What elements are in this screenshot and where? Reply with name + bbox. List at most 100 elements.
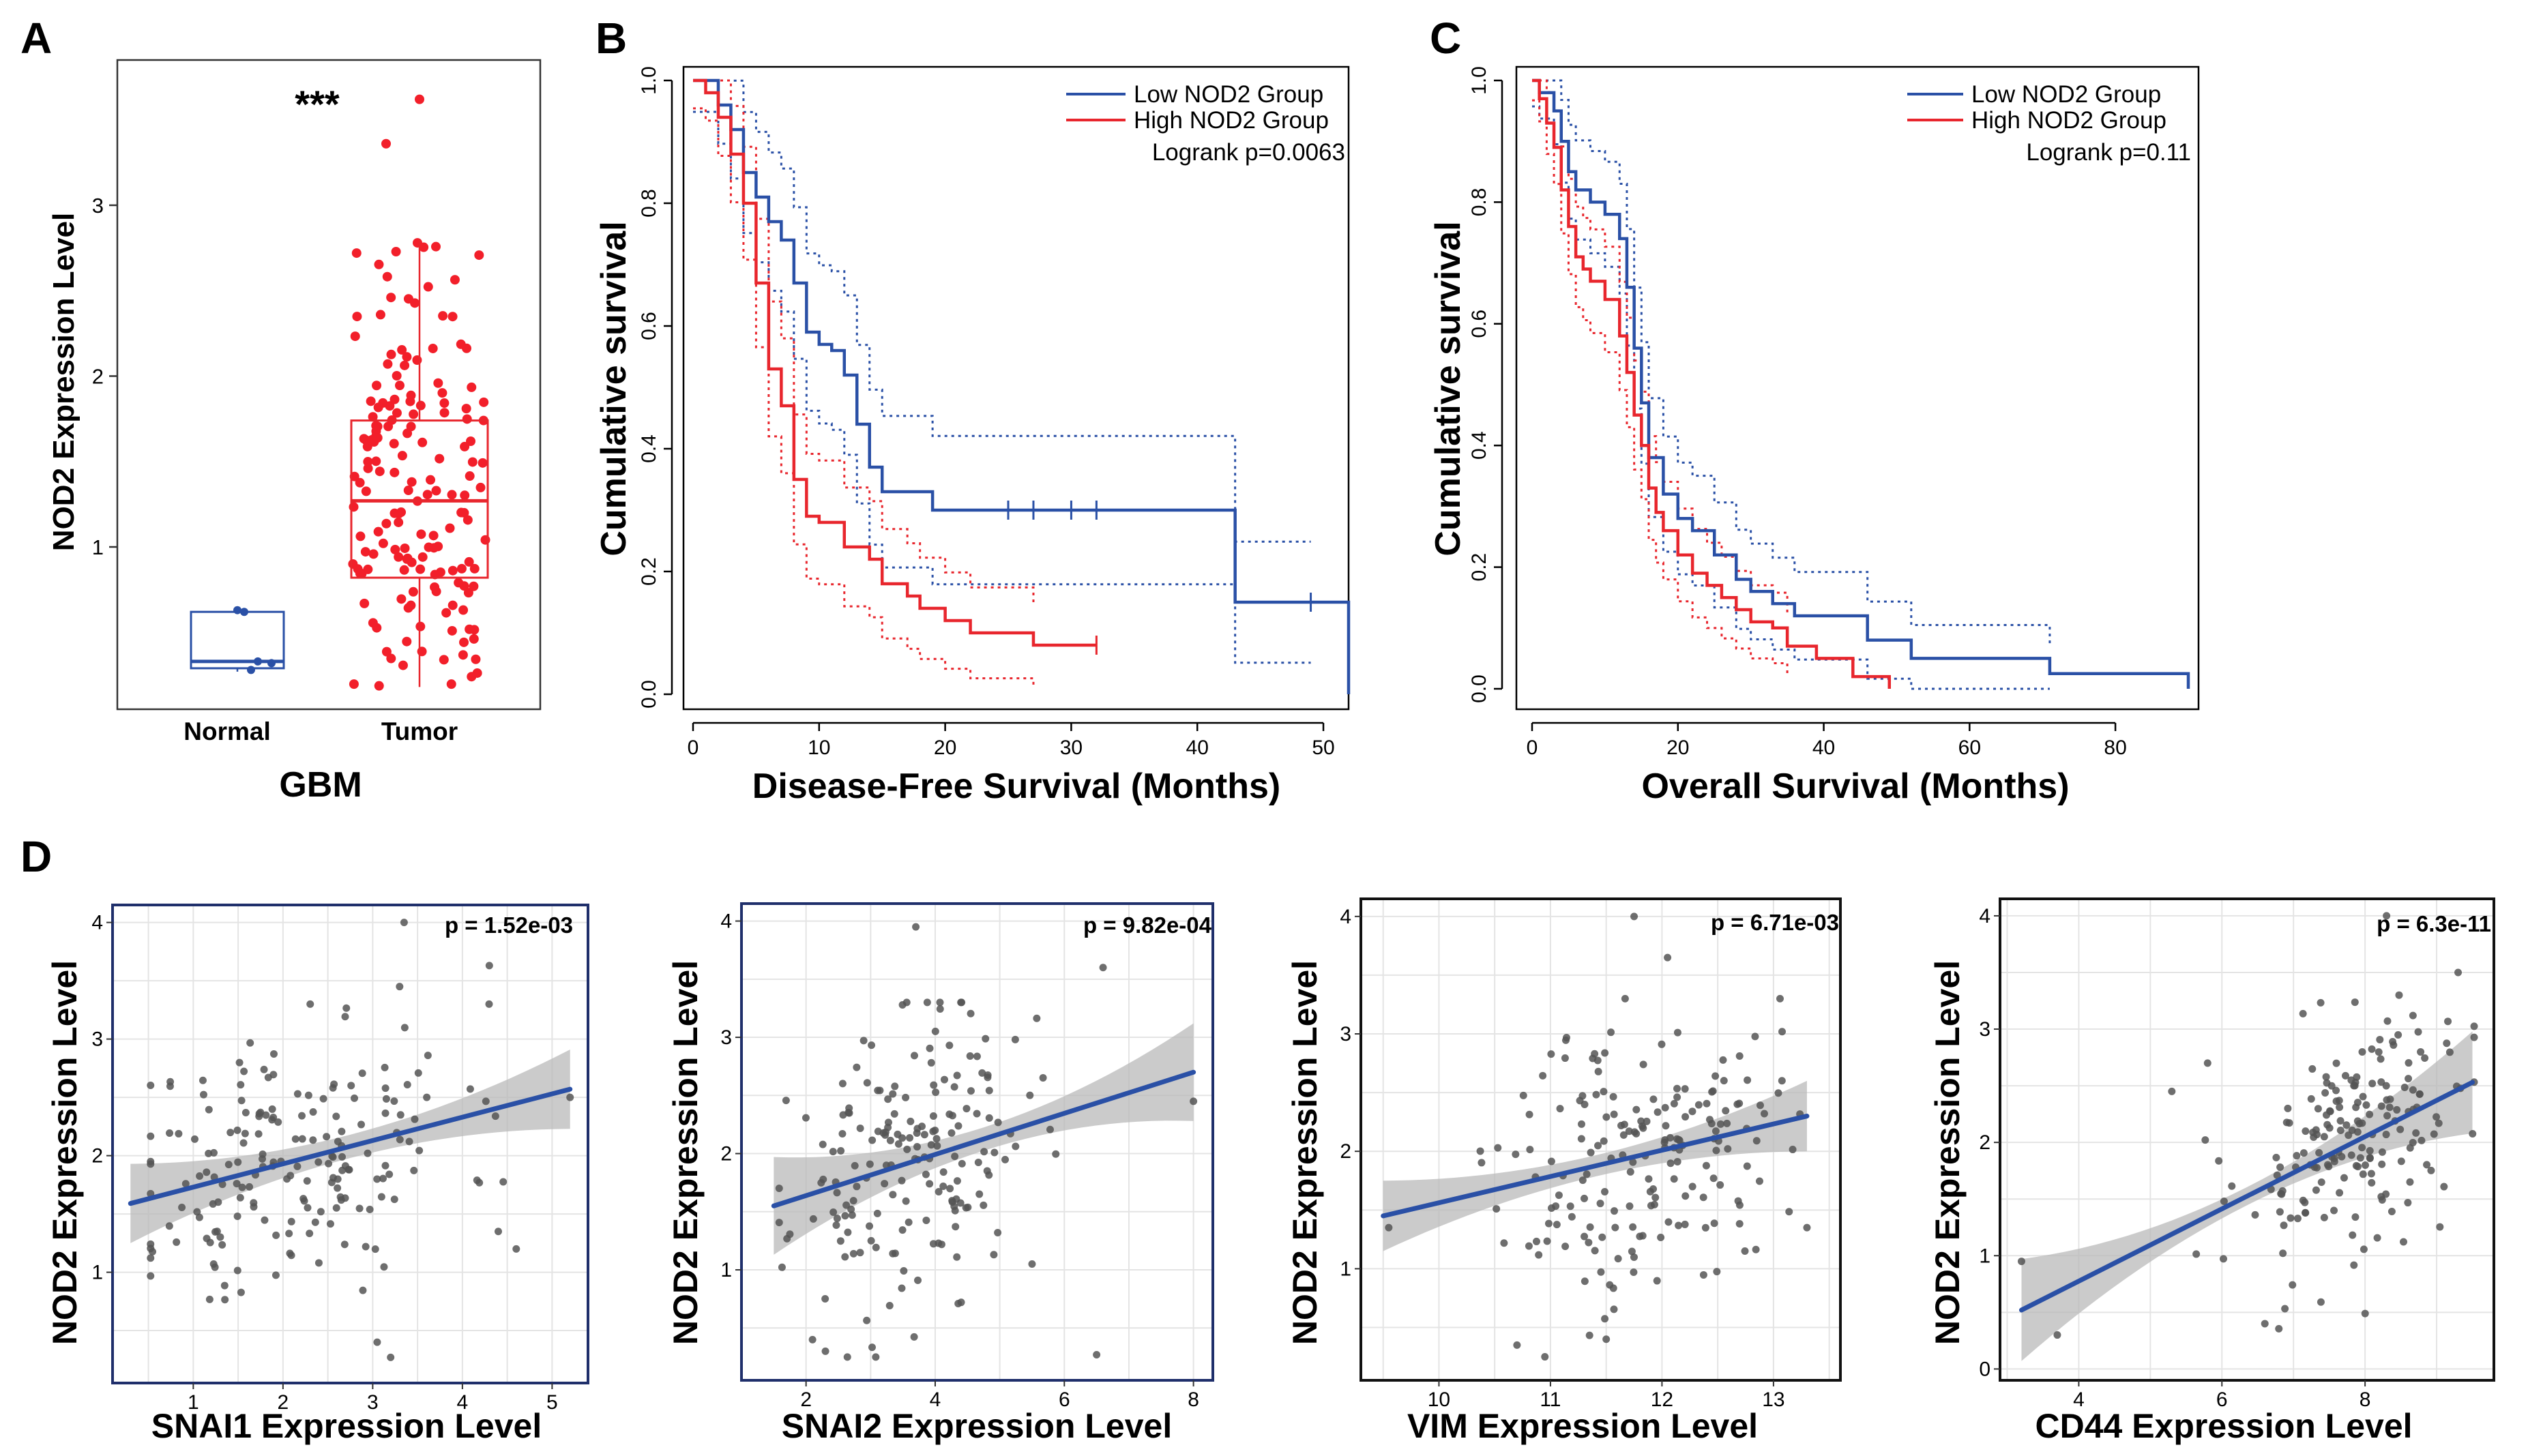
panel-d4-point	[2282, 1118, 2291, 1127]
panel-d1-xtick-label: 4	[457, 1391, 469, 1414]
panel-d3-point	[1743, 1162, 1751, 1170]
panel-d4-point	[2192, 1250, 2201, 1258]
panel-d4-point	[2327, 1082, 2336, 1090]
panel-d2-point	[978, 1069, 986, 1077]
panel-d1-point	[334, 1175, 342, 1183]
panel-d4-point	[2423, 1161, 2431, 1169]
panel-b-xtick-label: 0	[688, 737, 699, 759]
panel-d3-point	[1602, 1335, 1611, 1343]
panel-d1-xlabel: SNAI1 Expression Level	[151, 1407, 542, 1445]
panel-d1-point	[274, 1118, 282, 1126]
panel-d2-point	[952, 1195, 960, 1203]
panel-c-xtick-label: 0	[1527, 737, 1538, 759]
panel-d3-point	[1630, 1268, 1638, 1277]
panel-a-point	[407, 477, 417, 487]
panel-d2-point	[903, 1145, 911, 1153]
panel-d2-point	[1026, 1091, 1034, 1099]
panel-a-point	[355, 531, 366, 541]
panel-d1-point	[304, 1204, 312, 1212]
panel-d1-point	[381, 1109, 390, 1117]
panel-d1-point	[285, 1230, 293, 1238]
panel-a-point	[392, 371, 402, 381]
panel-d2-point	[808, 1335, 817, 1343]
panel-d1-point	[238, 1183, 246, 1191]
panel-d3-point	[1638, 1232, 1647, 1240]
panel-d2-point	[985, 1171, 993, 1179]
panel-d3-regression-line	[1381, 1114, 1810, 1219]
panel-d4-regression-line	[2018, 1080, 2475, 1313]
panel-d3-point	[1675, 1221, 1683, 1230]
panel-a-point	[400, 543, 410, 553]
panel-d4-point	[2317, 998, 2325, 1007]
panel-a-point	[461, 404, 471, 414]
panel-d3-point	[1594, 1067, 1602, 1075]
panel-a-point	[415, 400, 426, 411]
panel-d2-point	[833, 1215, 841, 1223]
panel-d2-point	[821, 1347, 829, 1355]
panel-d3-point	[1561, 1054, 1569, 1063]
panel-d2-point	[973, 1052, 981, 1060]
panel-d1-point	[268, 1116, 276, 1124]
panel-d2-point	[868, 1343, 876, 1352]
panel-d3-point	[1741, 1247, 1749, 1255]
panel-d4-point	[2336, 1189, 2344, 1197]
panel-d4-point	[2377, 1055, 2385, 1063]
panel-d3-point	[1720, 1077, 1728, 1085]
panel-d3-point	[1578, 1176, 1587, 1185]
panel-c-ci-up	[1532, 79, 2051, 647]
panel-a-point	[398, 660, 408, 670]
panel-a-point	[465, 624, 475, 634]
panel-d2-point	[847, 1205, 855, 1213]
panel-c-ylabel: Cumulative survival	[1428, 221, 1468, 556]
panel-d2-regression-line	[771, 1069, 1196, 1208]
panel-b-ytick-label: 0.8	[638, 189, 660, 218]
panel-d4-point	[2375, 1048, 2383, 1056]
panel-d2-point	[1033, 1014, 1041, 1022]
panel-a-point	[426, 475, 436, 485]
panel-d2-point	[898, 1284, 906, 1292]
panel-d1-point	[214, 1198, 222, 1206]
panel-d2-point	[926, 1044, 934, 1052]
panel-d1-point	[485, 1000, 493, 1008]
panel-d4-point	[2383, 1096, 2391, 1104]
panel-d3-point	[1673, 1135, 1681, 1143]
panel-d1-point	[332, 1112, 340, 1120]
panel-d2-point	[889, 1090, 897, 1098]
panel-b-xtick-label: 30	[1060, 737, 1083, 759]
panel-d2-point	[953, 1177, 961, 1185]
panel-d4-point	[2340, 1174, 2348, 1182]
panel-d2-point	[1028, 1260, 1036, 1268]
panel-a-point	[447, 625, 457, 636]
panel-d1-point	[364, 1149, 372, 1157]
panel-d1-point	[165, 1222, 173, 1230]
panel-d4-point	[2289, 1281, 2297, 1289]
panel-d4-point	[2275, 1324, 2283, 1333]
panel-d4-ytick-label: 2	[1979, 1131, 1990, 1154]
panel-a-box-normal	[190, 610, 285, 670]
panel-d1-point	[268, 1105, 276, 1113]
panel-a-point	[400, 360, 410, 370]
panel-a-point	[396, 594, 407, 604]
panel-b-legend-high: High NOD2 Group	[1134, 107, 1329, 134]
panel-d4-point	[2351, 1213, 2360, 1221]
panel-d1-xtick-label: 5	[546, 1391, 558, 1414]
panel-d2-point	[841, 1212, 849, 1220]
panel-d1-point	[381, 1084, 390, 1093]
panel-a-point	[378, 538, 388, 548]
panel-d1-point	[306, 1000, 314, 1008]
panel-d2-point	[974, 1159, 982, 1167]
panel-d2-point	[936, 998, 944, 1007]
panel-d3-point	[1629, 1158, 1637, 1166]
panel-d4-point	[2320, 1213, 2328, 1221]
panel-d2-xtick-label: 8	[1188, 1388, 1199, 1411]
panel-d4-point	[2276, 1163, 2284, 1172]
panel-d3-point	[1637, 1117, 1645, 1125]
panel-d4-xlabel: CD44 Expression Level	[2035, 1407, 2412, 1445]
panel-d1-point	[233, 1180, 241, 1188]
panel-a-point	[469, 563, 480, 574]
panel-d4-point	[2440, 1183, 2448, 1191]
panel-a-point	[433, 378, 443, 388]
panel-d4-point	[2390, 1041, 2398, 1049]
panel-d4-point	[2359, 1093, 2367, 1101]
panel-d2-xtick-label: 2	[800, 1388, 812, 1411]
